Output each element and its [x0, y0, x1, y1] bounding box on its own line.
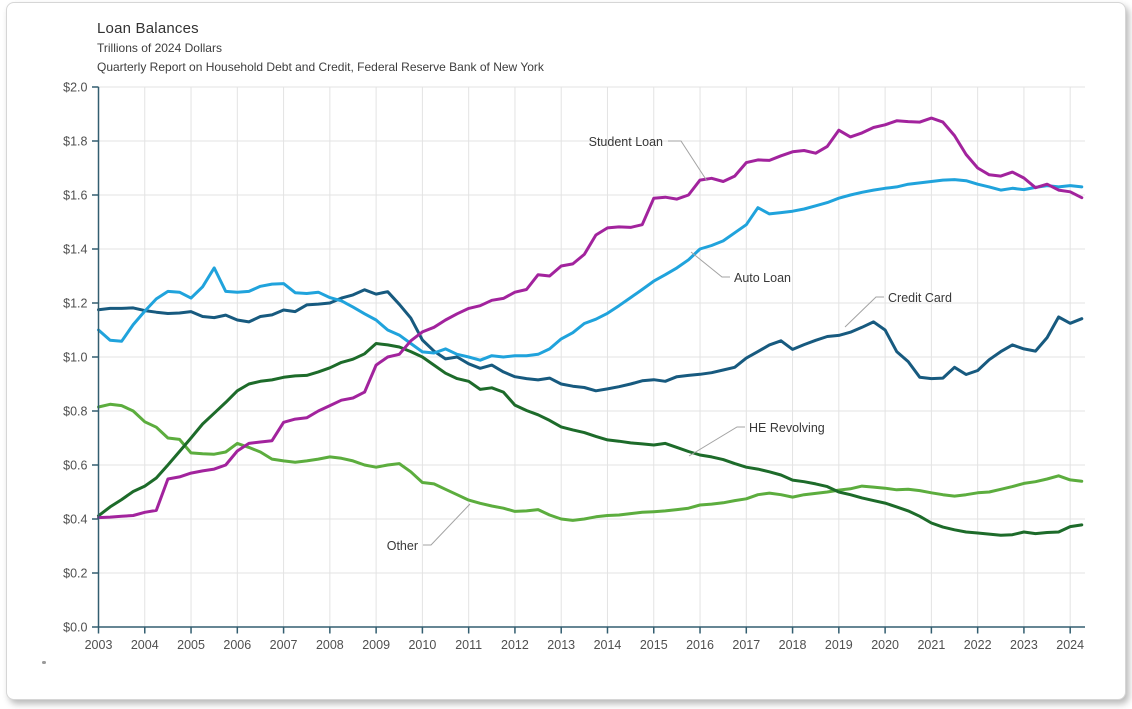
x-tick-label: 2018 [779, 638, 807, 652]
x-tick-label: 2014 [594, 638, 622, 652]
y-tick-label: $0.6 [63, 459, 87, 473]
y-tick-label: $1.6 [63, 189, 87, 203]
chart-source-note: Quarterly Report on Household Debt and C… [97, 60, 544, 74]
annotation-other: Other [387, 503, 471, 553]
y-tick-label: $0.8 [63, 405, 87, 419]
x-tick-label: 2016 [686, 638, 714, 652]
x-tick-label: 2003 [85, 638, 113, 652]
y-tick-label: $2.0 [63, 81, 87, 95]
annotation-label: Other [387, 539, 418, 553]
series-line-other [97, 402, 1084, 522]
annotation-label: Credit Card [888, 291, 952, 305]
x-tick-label: 2010 [408, 638, 436, 652]
series-line-student-loan [97, 116, 1084, 520]
annotation-label: Auto Loan [734, 271, 791, 285]
series-line-he-revolving [97, 342, 1084, 537]
x-tick-label: 2013 [547, 638, 575, 652]
annotation-connector [668, 140, 708, 182]
y-tick-label: $0.4 [63, 513, 87, 527]
chart-card [6, 2, 1126, 700]
series-line-credit-card [97, 288, 1084, 393]
chart-header: Loan Balances Trillions of 2024 Dollars … [97, 18, 544, 77]
x-tick-label: 2023 [1010, 638, 1038, 652]
axes [92, 86, 1085, 634]
tick-labels: $0.0 $0.2 $0.4 $0.6 $0.8 $1.0 $1.2 $1.4 $1.6 $1.8… [63, 81, 1084, 653]
annotation-connector [688, 426, 745, 457]
annotation-connector [690, 251, 730, 278]
y-tick-label: $0.2 [63, 567, 87, 581]
x-tick-label: 2006 [223, 638, 251, 652]
annotation-auto-loan: Auto Loan [690, 251, 791, 285]
x-tick-label: 2020 [871, 638, 899, 652]
y-tick-label: $1.2 [63, 297, 87, 311]
x-tick-label: 2007 [270, 638, 298, 652]
gridlines [98, 86, 1085, 628]
y-tick-label: $1.4 [63, 243, 87, 257]
stray-mark [42, 661, 46, 664]
x-tick-label: 2022 [964, 638, 992, 652]
chart-title: Loan Balances [97, 20, 199, 37]
annotation-label: HE Revolving [749, 421, 825, 435]
annotation-student-loan: Student Loan [589, 135, 708, 182]
x-tick-label: 2017 [732, 638, 760, 652]
y-tick-label: $0.0 [63, 621, 87, 635]
x-tick-label: 2019 [825, 638, 853, 652]
x-tick-label: 2024 [1056, 638, 1084, 652]
chart-subtitle: Trillions of 2024 Dollars [97, 41, 222, 55]
y-tick-label: $1.0 [63, 351, 87, 365]
annotation-connector [423, 503, 471, 546]
x-tick-label: 2004 [131, 638, 159, 652]
series-line-auto-loan [97, 178, 1084, 362]
annotation-label: Student Loan [589, 135, 663, 149]
x-tick-label: 2008 [316, 638, 344, 652]
annotation-credit-card: Credit Card [844, 291, 952, 328]
x-tick-label: 2011 [455, 638, 482, 652]
y-tick-label: $1.8 [63, 135, 87, 149]
x-tick-label: 2005 [177, 638, 205, 652]
x-tick-label: 2021 [917, 638, 945, 652]
x-tick-label: 2012 [501, 638, 529, 652]
annotation-he-revolving: HE Revolving [688, 421, 825, 457]
x-tick-label: 2009 [362, 638, 390, 652]
annotation-connector [844, 296, 884, 328]
x-tick-label: 2015 [640, 638, 668, 652]
